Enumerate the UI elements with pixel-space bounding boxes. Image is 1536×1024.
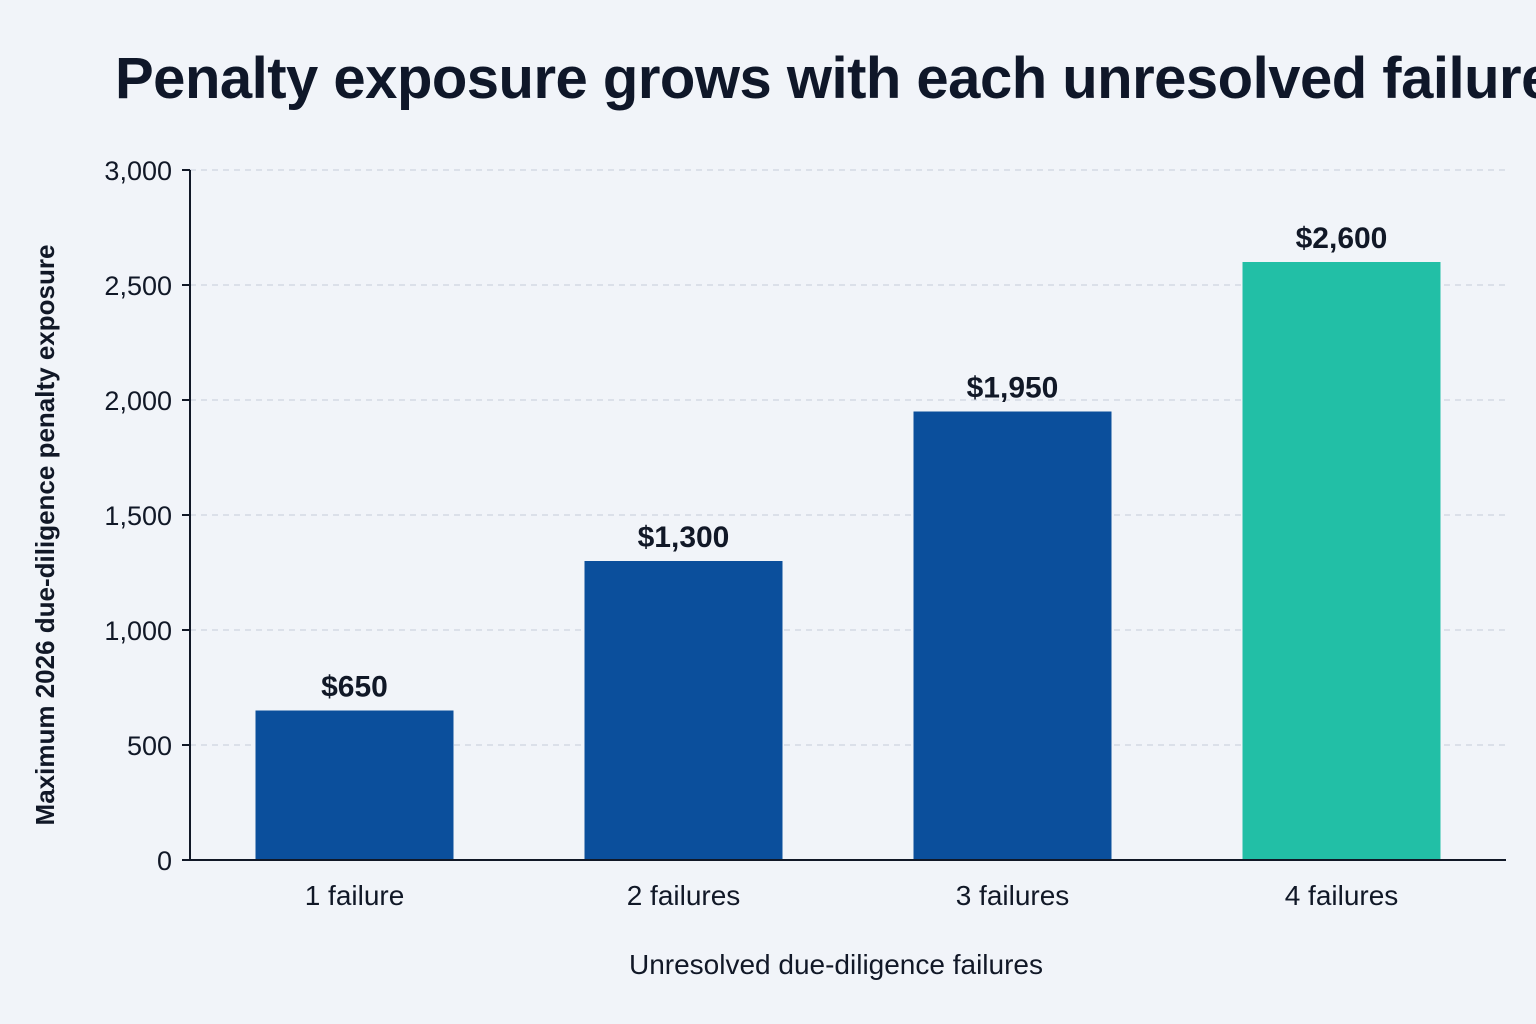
data-label: $2,600 [1296,222,1388,255]
labels: 0 500 1,000 1,500 2,000 2,500 3,000 $650 1 failu… [104,156,1398,911]
bar [584,561,783,860]
y-tick-label: 500 [127,731,172,761]
y-axis-title: Maximum 2026 due-diligence penalty expos… [30,245,60,826]
x-tick-label: 3 failures [956,880,1070,911]
bar [1242,262,1441,860]
y-tick-label: 2,500 [104,271,172,301]
data-label: $1,300 [638,521,730,554]
axes [182,169,1506,861]
x-tick-label: 1 failure [305,880,405,911]
data-label: $650 [321,671,388,704]
bars [255,262,1441,860]
y-tick-label: 2,000 [104,386,172,416]
x-axis-title: Unresolved due-diligence failures [629,949,1043,980]
x-tick-label: 4 failures [1285,880,1399,911]
y-tick-label: 1,000 [104,616,172,646]
bar [255,710,454,860]
y-tick-label: 0 [157,846,172,876]
y-tick-label: 1,500 [104,501,172,531]
bar [913,411,1112,860]
chart-title: Penalty exposure grows with each unresol… [115,46,1536,111]
x-tick-label: 2 failures [627,880,741,911]
data-label: $1,950 [967,372,1059,405]
y-tick-label: 3,000 [104,156,172,186]
